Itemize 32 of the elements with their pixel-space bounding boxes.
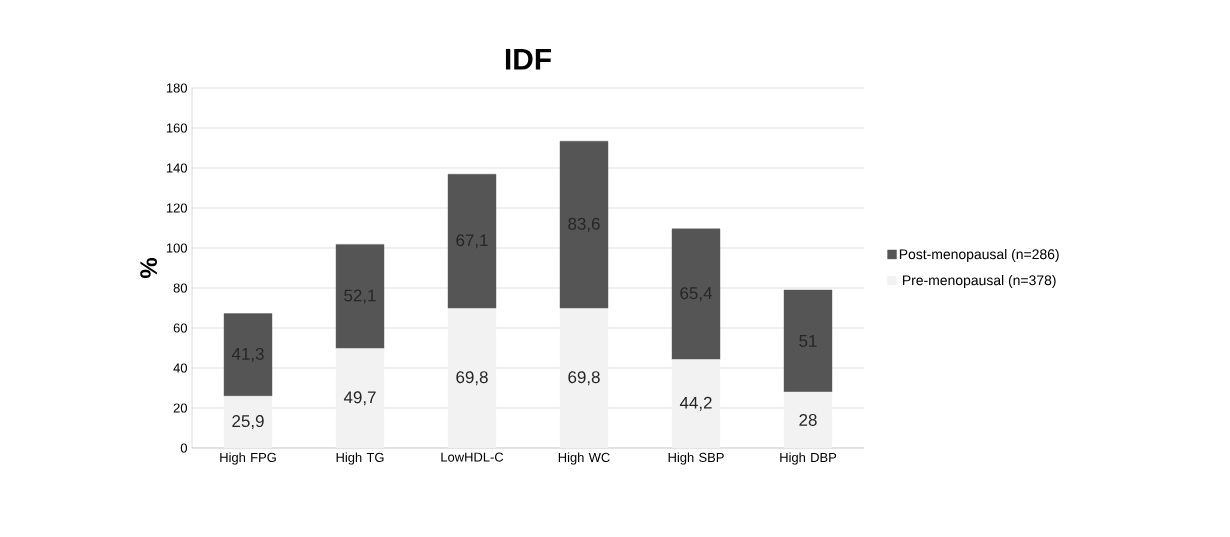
y-tick-label: 100: [166, 243, 187, 253]
bar: [559, 140, 609, 309]
data-label: 69,8: [456, 371, 488, 386]
data-label: 28: [799, 413, 817, 426]
y-tick-label: 60: [173, 323, 187, 333]
data-label: 25,9: [232, 415, 264, 430]
bar: [783, 289, 833, 393]
data-label: 69,8: [568, 371, 600, 386]
legend-label: Pre-menopausal (n=378): [902, 274, 1056, 288]
y-tick-label: 140: [166, 163, 187, 173]
y-tick-label: 160: [166, 123, 187, 133]
y-tick-label: 20: [173, 403, 187, 413]
y-tick-label: 120: [166, 203, 187, 213]
y-tick-label: 80: [173, 283, 187, 293]
bar: [671, 228, 721, 360]
bar: [335, 244, 385, 349]
x-tick-label: High DBP: [780, 452, 837, 465]
x-tick-label: High FPG: [220, 452, 276, 465]
y-tick-label: 0: [180, 443, 187, 453]
x-tick-label: High SBP: [668, 452, 724, 465]
bar: [447, 173, 497, 309]
y-tick-label: 40: [173, 363, 187, 373]
y-axis-title: %: [140, 257, 158, 279]
x-tick-label: LowHDL-C: [441, 452, 504, 462]
chart-title: IDF: [505, 48, 551, 70]
legend-label: Post-menopausal (n=286): [899, 248, 1059, 262]
x-tick-label: High WC: [558, 452, 610, 465]
x-tick-label: High TG: [336, 452, 384, 465]
data-label: 44,2: [679, 396, 712, 411]
y-tick-label: 180: [166, 83, 187, 93]
data-label: 49,7: [343, 391, 376, 406]
bar: [223, 313, 273, 397]
